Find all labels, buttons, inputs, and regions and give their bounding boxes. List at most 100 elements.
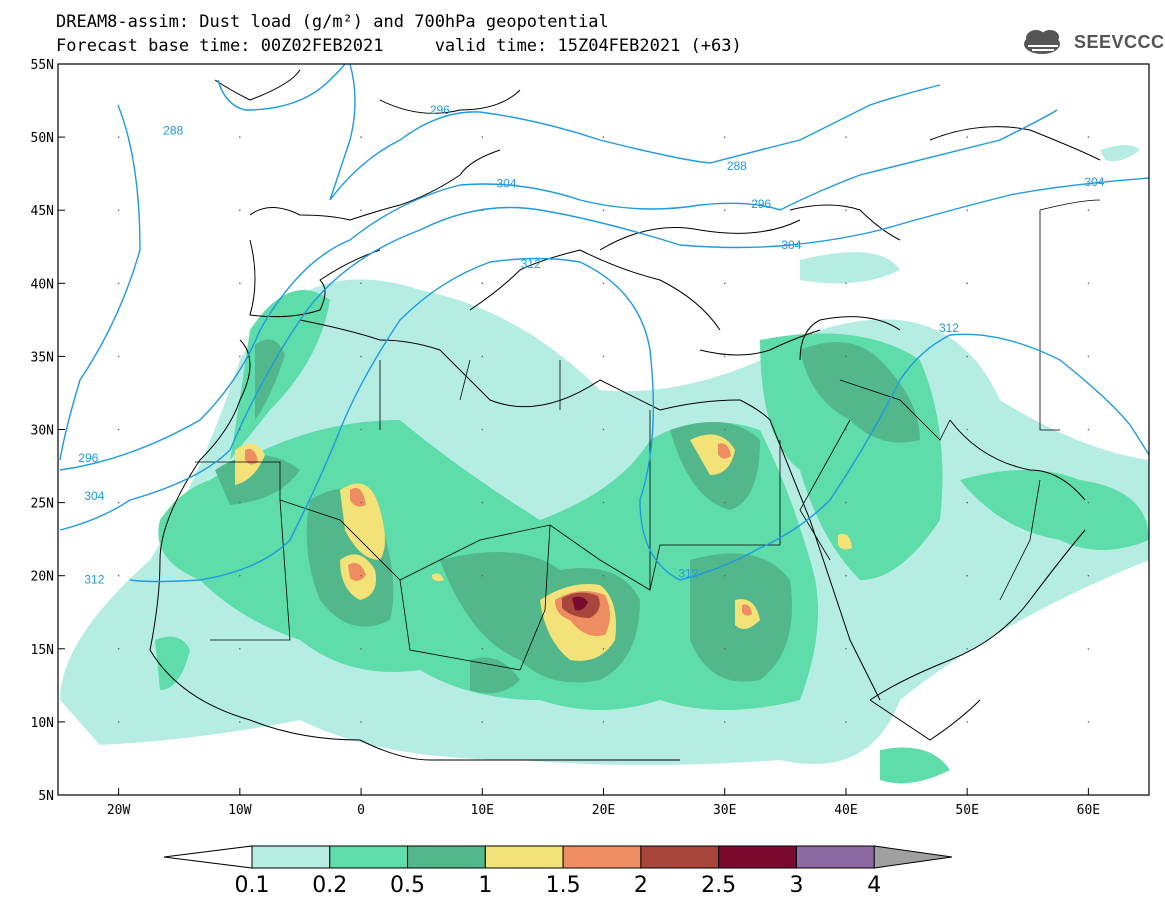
- grid-dot: [845, 282, 847, 285]
- grid-dot: [1087, 501, 1090, 504]
- grid-dot: [360, 648, 362, 650]
- colorbar-segment: [251, 845, 331, 869]
- colorbar-low-triangle: [163, 845, 253, 869]
- grid-dot: [602, 136, 605, 138]
- grid-dot: [723, 209, 726, 211]
- grid-dot: [239, 282, 241, 285]
- colorbar-label: 0.5: [390, 873, 425, 898]
- grid-dot: [360, 428, 362, 431]
- grid-dot: [602, 648, 605, 650]
- axis-ticks: 20W 10W 0 10E 20E 30E 40E 50E 60E 55N 50N 45N 40N 35N…: [31, 58, 1101, 818]
- y-tick-label: 20N: [31, 570, 54, 585]
- grid-dot: [481, 209, 484, 211]
- x-tick-label: 60E: [1077, 803, 1100, 818]
- y-tick-label: 35N: [31, 350, 54, 365]
- grid-dot: [481, 282, 484, 285]
- x-tick-label: 0: [357, 803, 365, 818]
- grid-dot: [723, 428, 726, 431]
- contour-label: 288: [727, 159, 747, 173]
- grid-dot: [360, 209, 362, 211]
- colorbar-label: 1.5: [546, 873, 581, 898]
- y-tick-label: 5N: [38, 789, 54, 804]
- contour-label: 312: [678, 567, 698, 581]
- grid-dot: [966, 721, 968, 723]
- contour-label: 312: [521, 257, 541, 271]
- grid-dot: [845, 574, 847, 577]
- colorbar-label: 3: [789, 873, 803, 898]
- grid-dot: [845, 209, 847, 211]
- cloud-icon: [1024, 30, 1060, 54]
- grid-dot: [117, 282, 120, 285]
- colorbar-label: 2.5: [701, 873, 736, 898]
- grid-dot: [845, 501, 847, 504]
- grid-dot: [360, 136, 362, 138]
- grid-dot: [481, 648, 484, 650]
- y-tick-label: 55N: [31, 58, 54, 73]
- grid-dot: [723, 721, 726, 723]
- contour-label: 296: [78, 451, 98, 465]
- grid-dot: [723, 648, 726, 650]
- grid-dot: [723, 501, 726, 504]
- x-tick-label: 20W: [107, 803, 131, 818]
- colorbar-high-triangle: [873, 845, 953, 869]
- y-tick-label: 50N: [31, 131, 54, 146]
- grid-dot: [966, 501, 968, 504]
- contour-label: 296: [751, 197, 771, 211]
- grid-dot: [481, 355, 484, 358]
- colorbar-label: 4: [867, 873, 881, 898]
- contour-label: 288: [163, 124, 183, 138]
- contour-label: 296: [430, 103, 450, 117]
- contour-label: 304: [1084, 175, 1104, 189]
- grid-dot: [481, 721, 484, 723]
- y-tick-label: 25N: [31, 497, 54, 512]
- grid-dot: [239, 428, 241, 431]
- grid-dot: [602, 721, 605, 723]
- colorbar-segment: [640, 845, 720, 869]
- coastlines: [149, 69, 1101, 761]
- contour-label: 312: [84, 573, 104, 587]
- grid-dot: [239, 209, 241, 211]
- colorbar-segment: [718, 845, 797, 869]
- grid-dot: [117, 721, 120, 723]
- grid-dot: [723, 355, 726, 358]
- grid-dot: [117, 501, 120, 504]
- grid-dot: [1087, 209, 1090, 211]
- colorbar-label: 1: [478, 873, 492, 898]
- grid-dot: [1087, 355, 1090, 358]
- grid-dot: [360, 282, 362, 285]
- x-tick-label: 50E: [955, 803, 978, 818]
- grid-dot: [966, 428, 968, 431]
- grid-dot: [1087, 282, 1090, 285]
- colorbar-segment: [484, 845, 564, 869]
- grid-dot: [117, 428, 120, 431]
- y-tick-label: 15N: [31, 643, 54, 658]
- grid-dot: [966, 136, 968, 138]
- grid-dot: [1087, 574, 1090, 577]
- colorbar-label: 0.1: [235, 873, 270, 898]
- grid-dot: [845, 721, 847, 723]
- grid-dot: [966, 648, 968, 650]
- grid-dot: [845, 355, 847, 358]
- grid-dot: [845, 428, 847, 431]
- grid-dot: [966, 355, 968, 358]
- x-tick-label: 40E: [834, 803, 857, 818]
- colorbar-segment: [562, 845, 642, 869]
- grid-dot: [481, 136, 484, 138]
- y-tick-label: 10N: [31, 716, 54, 731]
- grid-dot: [117, 574, 120, 577]
- grid-dot: [117, 355, 120, 358]
- grid-dot: [239, 574, 241, 577]
- grid-dot: [239, 355, 241, 358]
- colorbar-label: 2: [634, 873, 648, 898]
- grid-dot: [845, 648, 847, 650]
- grid-dot: [239, 721, 241, 723]
- grid-dot: [966, 209, 968, 211]
- geopotential-contours: [59, 64, 1149, 583]
- colorbar-label: 0.2: [312, 873, 347, 898]
- colorbar-segment: [329, 845, 409, 869]
- grid-dot: [723, 282, 726, 285]
- grid-dot: [723, 574, 726, 577]
- grid-dot: [239, 648, 241, 650]
- grid-dot: [117, 648, 120, 650]
- grid-dot: [481, 501, 484, 504]
